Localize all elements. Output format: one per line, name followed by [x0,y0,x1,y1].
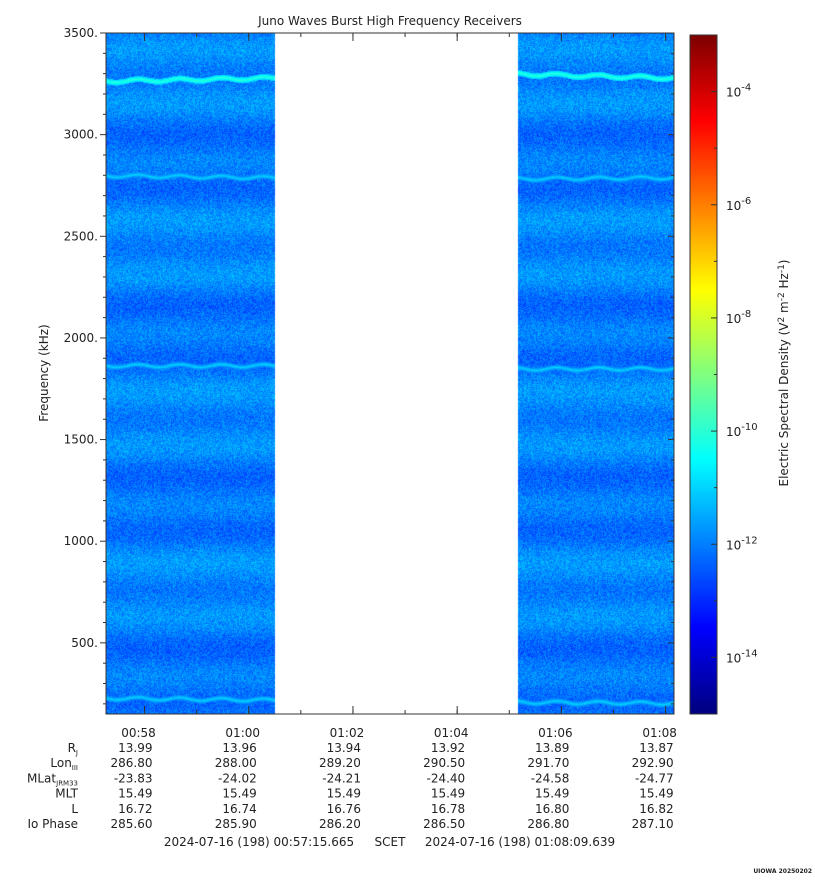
x-tick-label: 01:00 [225,726,260,740]
x-tick-label: 01:04 [434,726,469,740]
x-tick-label: 01:02 [330,726,365,740]
y-tick-label: 3500. [64,26,98,40]
ephemeris-value: 289.20 [319,756,361,770]
ephemeris-value: 286.80 [527,817,569,831]
colorbar-ticks: 10-4 10-6 10-8 10-10 10-12 10-14 [711,34,758,715]
ephemeris-value: 16.78 [431,802,465,816]
ephemeris-value: 290.50 [423,756,465,770]
ephemeris-value: 13.96 [222,741,256,755]
ephemeris-value: 15.49 [431,787,465,801]
ephemeris-row-label: L [71,802,78,816]
ephemeris-value: 16.80 [535,802,569,816]
ephemeris-value: 13.94 [327,741,361,755]
footer-scet-label: SCET [375,835,407,849]
ephemeris-value: -24.21 [322,771,361,785]
colorbar-tick-label: 10-6 [726,196,751,213]
x-tick-label: 01:08 [642,726,677,740]
ephemeris-value: 15.49 [222,787,256,801]
ephemeris-value: 13.89 [535,741,569,755]
spectrogram-image [106,33,674,714]
ephemeris-table: RJ 13.99 13.96 13.94 13.92 13.89 13.87 LonIII 28… [27,741,674,831]
ephemeris-value: 287.10 [632,817,674,831]
ephemeris-row-label: LonIII [50,756,78,772]
colorbar-tick-label: 10-10 [726,422,758,439]
footer-time-range: 2024-07-16 (198) 00:57:15.665 SCET 2024-… [164,835,615,849]
ephemeris-value: 13.92 [431,741,465,755]
ephemeris-value: 286.50 [423,817,465,831]
y-axis: 500. 1000. 1500. 2000. 2500. 3000. 3500. [64,26,674,705]
y-tick-label: 1000. [64,534,98,548]
ephemeris-value: -24.58 [531,771,570,785]
ephemeris-row-label: MLT [55,787,78,801]
y-tick-label: 3000. [64,128,98,142]
ephemeris-value: 15.49 [535,787,569,801]
ephemeris-row-label: Io Phase [27,817,78,831]
ephemeris-value: 286.80 [111,756,153,770]
footer-end-time: 2024-07-16 (198) 01:08:09.639 [425,835,615,849]
plot-area [105,32,675,715]
ephemeris-value: 288.00 [215,756,257,770]
ephemeris-value: 292.90 [632,756,674,770]
ephemeris-value: -24.02 [218,771,257,785]
ephemeris-value: 13.99 [118,741,152,755]
ephemeris-value: 286.20 [319,817,361,831]
colorbar [689,34,718,715]
y-tick-label: 1500. [64,433,98,447]
ephemeris-value: 16.76 [327,802,361,816]
ephemeris-value: 291.70 [527,756,569,770]
ephemeris-value: 15.49 [639,787,673,801]
colorbar-tick-label: 10-12 [726,535,758,552]
footer-start-time: 2024-07-16 (198) 00:57:15.665 [164,835,354,849]
plot-frame [105,32,675,715]
colorbar-tick-label: 10-8 [726,309,751,326]
ephemeris-value: 15.49 [327,787,361,801]
chart-title: Juno Waves Burst High Frequency Receiver… [257,14,522,28]
colorbar-gradient [690,35,717,714]
ephemeris-row-label: RJ [68,741,78,757]
ephemeris-value: 16.82 [639,802,673,816]
ephemeris-value: 16.72 [118,802,152,816]
ephemeris-row-label: MLatJRM33 [27,771,78,787]
y-tick-label: 2000. [64,331,98,345]
ephemeris-value: 13.87 [639,741,673,755]
uiowa-stamp: UIOWA 20250202 [753,868,812,875]
x-tick-label: 00:58 [121,726,156,740]
ephemeris-value: 16.74 [222,802,256,816]
ephemeris-value: -23.83 [114,771,153,785]
ephemeris-value: -24.77 [635,771,674,785]
ephemeris-value: 15.49 [118,787,152,801]
colorbar-label: Electric Spectral Density (V2 m-2 Hz-1) [777,259,791,486]
y-tick-label: 2500. [64,229,98,243]
x-tick-label: 01:06 [538,726,573,740]
ephemeris-value: 285.60 [111,817,153,831]
y-axis-label: Frequency (kHz) [37,324,51,421]
x-axis: 00:58 01:00 01:02 01:04 01:06 01:08 [121,33,677,740]
colorbar-tick-label: 10-4 [726,83,751,100]
colorbar-tick-label: 10-14 [726,648,758,665]
ephemeris-value: -24.40 [426,771,465,785]
y-tick-label: 500. [71,636,98,650]
ephemeris-value: 285.90 [215,817,257,831]
